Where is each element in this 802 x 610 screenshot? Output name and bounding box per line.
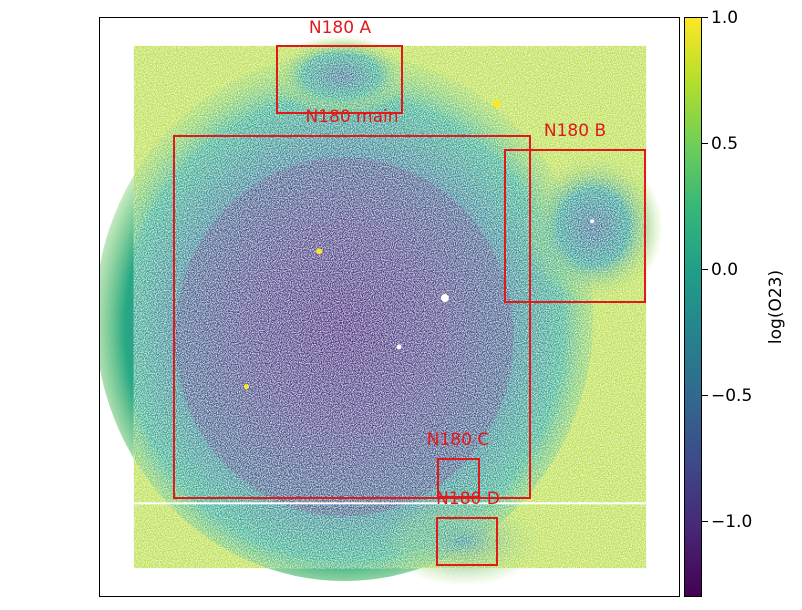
nebula-map xyxy=(100,35,664,587)
region-box-n180-main xyxy=(173,135,531,499)
colorbar-tick-label: −0.5 xyxy=(711,386,753,406)
image-panel: N180 A N180 main N180 B N180 C N180 D xyxy=(99,17,680,597)
region-box-n180-c xyxy=(437,458,480,498)
colorbar-tick xyxy=(702,17,708,19)
colorbar-tick-label: −1.0 xyxy=(711,512,753,532)
colorbar-tick xyxy=(702,143,708,145)
region-label-n180-c: N180 C xyxy=(426,430,490,450)
region-label-n180-d: N180 D xyxy=(436,489,500,509)
region-label-n180-a: N180 A xyxy=(308,18,372,38)
colorbar-tick-label: 1.0 xyxy=(711,8,739,28)
colorbar-tick-label: 0.5 xyxy=(711,134,739,154)
region-box-n180-a xyxy=(276,45,403,114)
colorbar xyxy=(684,17,702,597)
colorbar-tick-label: 0.0 xyxy=(711,260,739,280)
colorbar-tick xyxy=(702,395,708,397)
colorbar-label: log(O23) xyxy=(766,269,786,345)
colorbar-tick xyxy=(702,269,708,271)
region-box-n180-d xyxy=(436,517,498,566)
region-box-n180-b xyxy=(504,149,646,303)
colorbar-tick xyxy=(702,521,708,523)
region-label-n180-main: N180 main xyxy=(305,107,399,127)
region-label-n180-b: N180 B xyxy=(543,121,607,141)
